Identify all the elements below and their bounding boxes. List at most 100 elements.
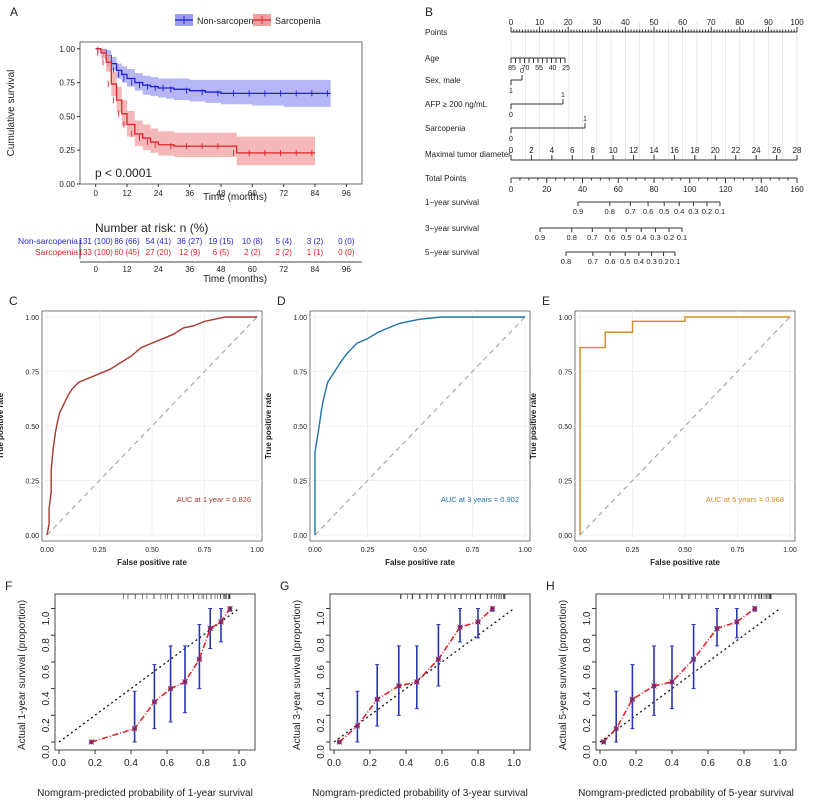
roc-diagonal <box>579 316 791 536</box>
calib-cross <box>167 685 174 692</box>
calib-x-tick-label: 1.0 <box>773 758 787 769</box>
panel-label-c: C <box>9 294 18 308</box>
calib-y-tick-label: 0.8 <box>41 638 52 652</box>
calib-x-tick-label: 0.0 <box>52 758 66 769</box>
calib-cross <box>227 605 233 612</box>
points-tick-label: 20 <box>564 18 573 27</box>
risk-cell: 54 (41) <box>146 237 172 246</box>
roc-x-tick-label: 1.00 <box>250 547 264 554</box>
calib-cross <box>714 625 720 632</box>
survival-scale-label: 0.7 <box>588 257 598 266</box>
survival-scale-label: 0.8 <box>561 257 571 266</box>
diameter-tick-label: 2 <box>529 146 534 155</box>
x-tick-label: 24 <box>154 189 163 198</box>
roc-y-title: True positive rate <box>529 392 538 459</box>
calib-y-tick-label: 0.2 <box>316 718 327 732</box>
sex-tick-label: 0 <box>520 68 524 75</box>
calib-cross <box>475 619 481 625</box>
risk-cell: 5 (4) <box>275 237 292 246</box>
diameter-tick-label: 28 <box>793 146 802 155</box>
calib-x-title: Nomgram-predicted probability of 3-year … <box>312 788 528 799</box>
age-tick-label: 25 <box>562 65 570 72</box>
calib-y-tick-label: 0.0 <box>316 745 327 759</box>
x-tick-label: 48 <box>217 189 226 198</box>
calib-y-tick-label: 0.4 <box>582 691 593 705</box>
survival-scale-label: 0.6 <box>605 257 615 266</box>
calib-y-title: Actual 1-year survival (proportion) <box>17 600 28 750</box>
x-tick-label: 36 <box>185 189 194 198</box>
survival-scale-label: 0.4 <box>674 207 684 216</box>
points-tick-label: 10 <box>535 18 544 27</box>
nomogram-row-label: Sex, male <box>425 76 461 85</box>
calib-y-tick-label: 0.8 <box>316 638 327 652</box>
survival-scale-label: 0.3 <box>650 233 660 242</box>
panel-label-e: E <box>542 294 550 308</box>
roc-y-tick-label: 1.00 <box>558 315 572 322</box>
total-tick-label: 60 <box>614 185 623 194</box>
roc-y-title: True positive rate <box>264 392 273 459</box>
roc-y-tick-label: 0.25 <box>293 479 307 486</box>
calib-x-tick-label: 0.6 <box>701 758 715 769</box>
diameter-tick-label: 18 <box>690 146 699 155</box>
panel-label-a: A <box>10 5 18 19</box>
roc-x-tick-label: 0.75 <box>466 547 480 554</box>
calib-y-tick-label: 0.4 <box>316 691 327 705</box>
calib-y-title: Actual 3-year survival (proportion) <box>292 600 303 750</box>
calib-cross <box>457 624 463 630</box>
calib-ideal-line <box>599 607 781 743</box>
roc-x-tick-label: 0.75 <box>731 547 745 554</box>
roc-x-tick-label: 0.50 <box>145 547 159 554</box>
calib-x-tick-label: 0.4 <box>665 758 679 769</box>
roc-y-title: True positive rate <box>0 392 5 459</box>
x-tick-label: 72 <box>279 189 288 198</box>
calib-cross <box>396 683 402 689</box>
nomogram-row-label: 5−year survival <box>425 248 479 257</box>
calib-y-tick-label: 0.6 <box>582 664 593 678</box>
points-tick-label: 0 <box>509 18 514 27</box>
age-tick-label: 55 <box>535 65 543 72</box>
roc-x-title: False positive rate <box>117 558 187 567</box>
ci-band <box>95 48 316 166</box>
roc-x-tick-label: 0.25 <box>626 547 640 554</box>
diameter-tick-label: 12 <box>629 146 638 155</box>
calib-ideal-line <box>333 607 515 743</box>
calib-frame <box>595 593 797 751</box>
risk-cell: 0 (0) <box>338 237 355 246</box>
y-tick-label: 0.25 <box>59 146 75 155</box>
sex-tick-label: 1 <box>509 88 513 95</box>
auc-label: AUC at 3 years = 0.902 <box>441 495 519 504</box>
survival-curve <box>95 48 315 154</box>
roc-x-tick-label: 0.25 <box>93 547 107 554</box>
total-tick-label: 160 <box>790 185 804 194</box>
nomogram-row-label: Total Points <box>425 174 466 183</box>
roc-x-tick-label: 0.25 <box>361 547 375 554</box>
roc-y-tick-label: 0.00 <box>25 533 39 540</box>
age-tick-label: 70 <box>522 65 530 72</box>
calib-cross <box>374 696 380 703</box>
points-tick-label: 50 <box>650 18 659 27</box>
auc-label: AUC at 1 year = 0.826 <box>177 495 251 504</box>
calib-cross <box>414 679 420 685</box>
roc-x-tick-label: 0.75 <box>198 547 212 554</box>
risk-x-tick-label: 12 <box>123 265 132 274</box>
p-value: p < 0.0001 <box>95 166 152 180</box>
roc-x-title: False positive rate <box>650 558 720 567</box>
calib-cross <box>207 625 213 632</box>
total-tick-label: 100 <box>683 185 697 194</box>
calib-frame <box>329 593 531 751</box>
y-tick-label: 0.50 <box>59 112 75 121</box>
x-tick-label: 0 <box>93 189 98 198</box>
roc-y-tick-label: 1.00 <box>293 315 307 322</box>
calib-y-tick-label: 1.0 <box>316 611 327 625</box>
roc-curve <box>314 316 525 535</box>
risk-x-tick-label: 72 <box>279 265 288 274</box>
calib-y-title: Actual 5-year survival (proportion) <box>558 600 569 750</box>
roc-y-tick-label: 0.75 <box>25 370 39 377</box>
calib-cross <box>734 619 740 625</box>
survival-scale-label: 0.1 <box>670 257 680 266</box>
calib-curve <box>603 607 756 743</box>
survival-scale-label: 0.4 <box>634 257 644 266</box>
points-tick-label: 100 <box>790 18 804 27</box>
total-tick-label: 20 <box>542 185 551 194</box>
roc-y-tick-label: 0.50 <box>558 424 572 431</box>
